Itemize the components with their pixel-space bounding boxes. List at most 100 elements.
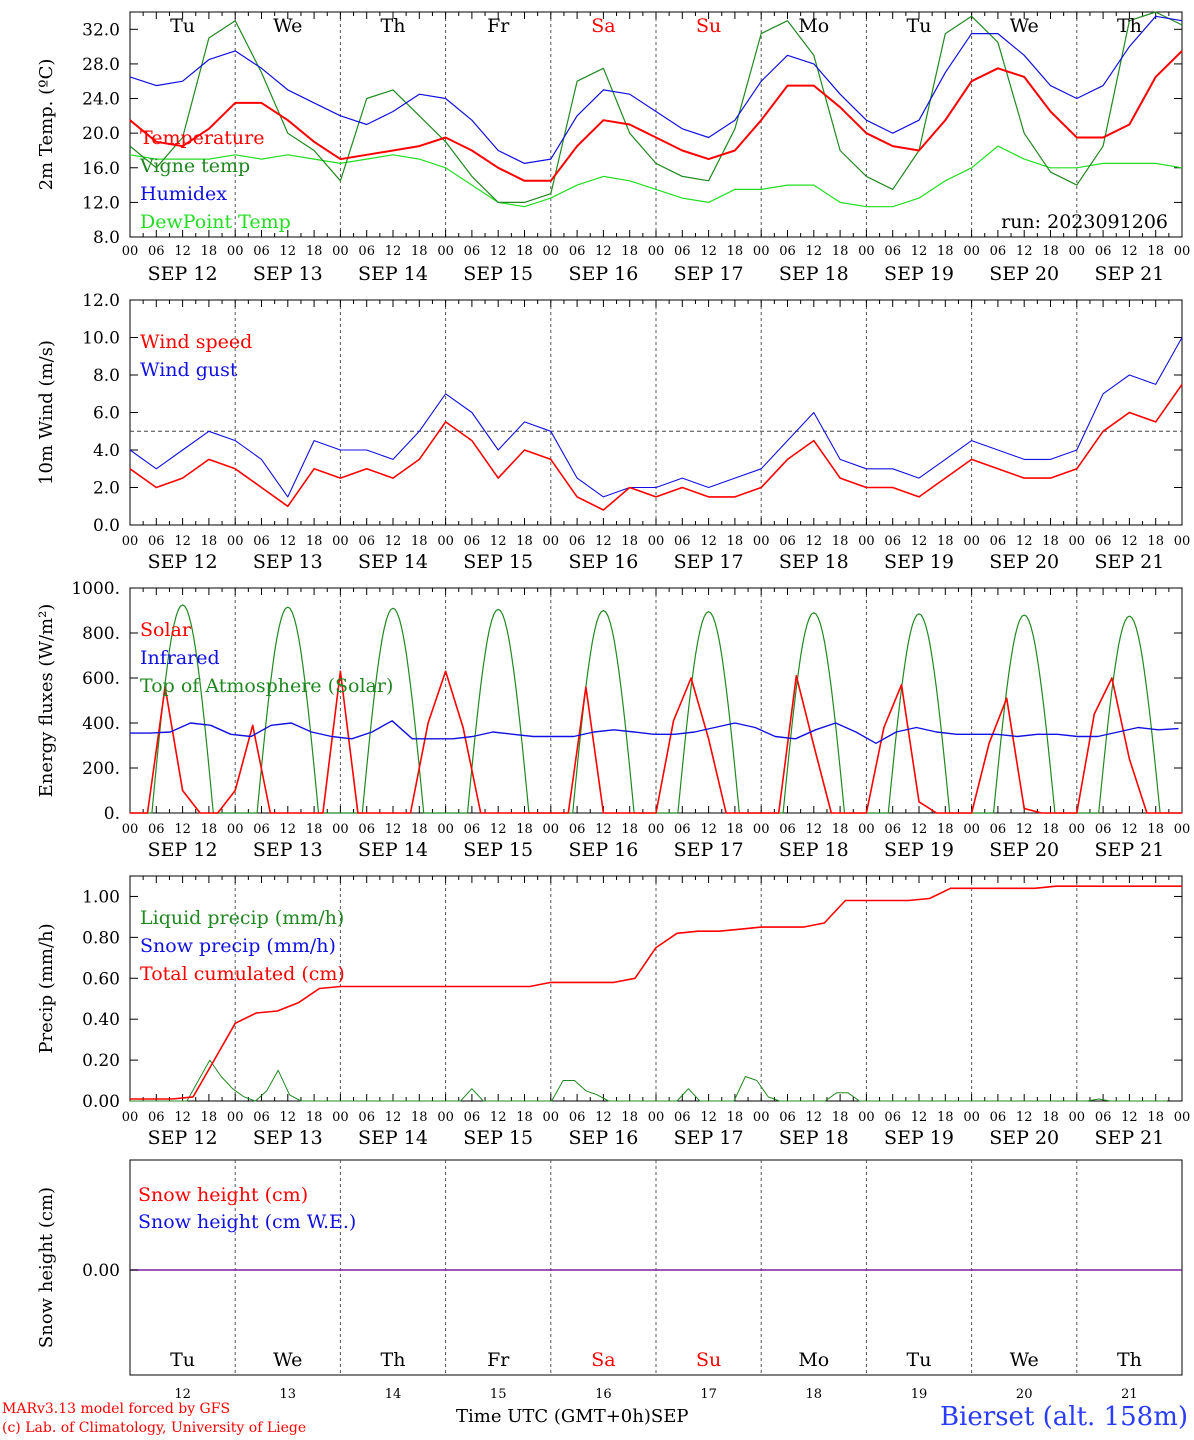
hour-tick-label: 18: [1042, 534, 1059, 549]
hour-tick-label: 06: [148, 1110, 165, 1125]
hour-tick-label: 12: [700, 822, 717, 837]
legend-entry: Wind speed: [140, 331, 252, 353]
series-red-temperature-line: [129, 50, 1183, 182]
weekday-label-bottom: Th: [381, 1349, 406, 1371]
hour-tick-label: 06: [358, 822, 375, 837]
legend-entry: Solar: [140, 619, 192, 641]
y-tick-label: 1000.: [71, 579, 120, 599]
series-lightgreen-temperature-line: [129, 145, 1183, 208]
panel-frame-1: [129, 299, 1183, 526]
hour-tick-label: 12: [911, 534, 928, 549]
hour-tick-label: 00: [858, 822, 875, 837]
y-tick-label: 2.0: [93, 479, 120, 499]
legend-entry: DewPoint Temp: [140, 211, 291, 233]
hour-tick-label: 00: [858, 1110, 875, 1125]
hour-tick-label: 00: [963, 822, 980, 837]
day-number-label: 13: [280, 1387, 297, 1400]
panel-frame-0: [129, 11, 1183, 238]
date-label: SEP 19: [884, 263, 954, 285]
date-label: SEP 15: [463, 551, 533, 573]
hour-tick-label: 06: [674, 822, 691, 837]
hour-tick-label: 18: [411, 1110, 428, 1125]
y-axis-label-2: Energy fluxes (W/m²): [36, 604, 57, 798]
y-tick-label: 12.0: [82, 193, 120, 213]
date-label: SEP 19: [884, 551, 954, 573]
y-tick-label: 16.0: [82, 159, 120, 179]
hour-tick-label: 00: [1069, 1110, 1086, 1125]
hour-tick-label: 06: [253, 822, 270, 837]
hour-tick-label: 06: [990, 822, 1007, 837]
month-label: SEP: [650, 1406, 689, 1427]
weekday-label-top: Su: [696, 15, 721, 37]
hour-tick-label: 00: [963, 244, 980, 259]
hour-tick-label: 00: [437, 822, 454, 837]
weekday-label-top: Fr: [487, 15, 510, 37]
date-label: SEP 17: [674, 551, 744, 573]
hour-tick-label: 12: [385, 244, 402, 259]
legend-entry: Top of Atmosphere (Solar): [140, 675, 393, 697]
y-tick-label: 200.: [82, 759, 120, 779]
hour-tick-label: 06: [884, 1110, 901, 1125]
weekday-label-top: Th: [1117, 15, 1142, 37]
date-label: SEP 21: [1094, 551, 1164, 573]
y-tick-label: 0.0: [93, 516, 120, 536]
day-number-label: 20: [1016, 1387, 1033, 1400]
weekday-label-bottom: Su: [696, 1349, 721, 1371]
hour-tick-label: 06: [674, 534, 691, 549]
y-axis-label-3: Precip (mm/h): [36, 923, 57, 1053]
date-label: SEP 13: [253, 551, 323, 573]
date-label: SEP 13: [253, 839, 323, 861]
hour-tick-label: 18: [832, 1110, 849, 1125]
hour-tick-label: 18: [411, 822, 428, 837]
hour-tick-label: 18: [306, 244, 323, 259]
hour-tick-label: 00: [437, 534, 454, 549]
hour-tick-label: 12: [490, 534, 507, 549]
hour-tick-label: 00: [227, 534, 244, 549]
weekday-label-bottom: We: [273, 1349, 302, 1371]
date-label: SEP 15: [463, 839, 533, 861]
y-tick-label: 0.60: [82, 969, 120, 989]
weekday-label-bottom: Mo: [798, 1349, 829, 1371]
hour-tick-label: 12: [174, 1110, 191, 1125]
hour-tick-label: 00: [1174, 822, 1191, 837]
series-blue-temperature-line: [129, 15, 1183, 164]
weekday-label-top: Mo: [798, 15, 829, 37]
hour-tick-label: 12: [595, 1110, 612, 1125]
hour-tick-label: 18: [1147, 244, 1164, 259]
hour-tick-label: 06: [358, 1110, 375, 1125]
day-number-label: 21: [1121, 1387, 1138, 1400]
hour-tick-label: 12: [1121, 244, 1138, 259]
hour-tick-label: 06: [990, 534, 1007, 549]
hour-tick-label: 18: [516, 244, 533, 259]
legend-entry: Liquid precip (mm/h): [140, 907, 344, 929]
date-label: SEP 19: [884, 1127, 954, 1149]
y-axis-label-1: 10m Wind (m/s): [36, 340, 57, 485]
date-label: SEP 21: [1094, 839, 1164, 861]
hour-tick-label: 12: [806, 1110, 823, 1125]
hour-tick-label: 12: [806, 534, 823, 549]
y-tick-label: 0.: [104, 804, 120, 824]
hour-tick-label: 06: [779, 1110, 796, 1125]
hour-tick-label: 06: [148, 244, 165, 259]
hour-tick-label: 00: [332, 534, 349, 549]
date-label: SEP 13: [253, 1127, 323, 1149]
hour-tick-label: 06: [464, 1110, 481, 1125]
date-label: SEP 21: [1094, 1127, 1164, 1149]
series-liquid-precip-line: [130, 1059, 1168, 1102]
hour-tick-label: 00: [1174, 534, 1191, 549]
hour-tick-label: 18: [306, 534, 323, 549]
day-number-label: 17: [700, 1387, 717, 1400]
hour-tick-label: 12: [911, 244, 928, 259]
hour-tick-label: 00: [122, 822, 139, 837]
date-label: SEP 18: [779, 1127, 849, 1149]
hour-tick-label: 06: [148, 534, 165, 549]
y-axis-label-4: Snow height (cm): [36, 1187, 57, 1348]
y-tick-label: 6.0: [93, 404, 120, 424]
date-label: SEP 12: [148, 1127, 218, 1149]
date-label: SEP 18: [779, 839, 849, 861]
hour-tick-label: 00: [332, 1110, 349, 1125]
date-label: SEP 14: [358, 839, 428, 861]
hour-tick-label: 12: [1121, 822, 1138, 837]
hour-tick-label: 18: [832, 534, 849, 549]
hour-tick-label: 18: [832, 822, 849, 837]
